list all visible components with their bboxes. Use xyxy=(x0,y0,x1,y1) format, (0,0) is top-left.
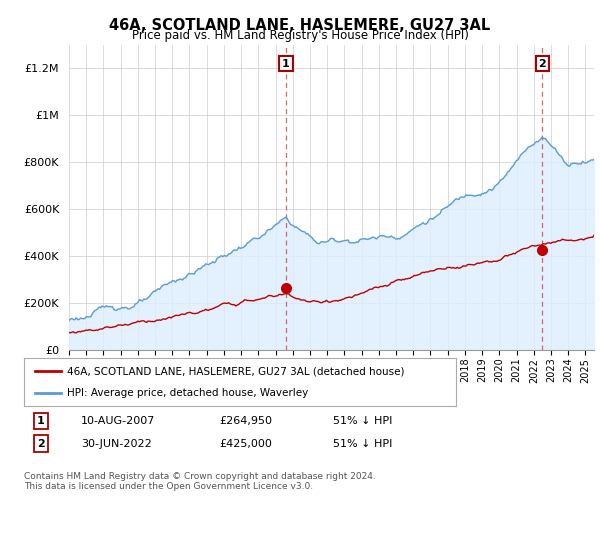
Text: 2: 2 xyxy=(37,438,44,449)
Text: 46A, SCOTLAND LANE, HASLEMERE, GU27 3AL: 46A, SCOTLAND LANE, HASLEMERE, GU27 3AL xyxy=(109,18,491,33)
Text: 1: 1 xyxy=(282,59,290,68)
Text: Price paid vs. HM Land Registry's House Price Index (HPI): Price paid vs. HM Land Registry's House … xyxy=(131,29,469,42)
Text: 30-JUN-2022: 30-JUN-2022 xyxy=(81,438,152,449)
Text: 1: 1 xyxy=(37,416,44,426)
Text: 51% ↓ HPI: 51% ↓ HPI xyxy=(333,416,392,426)
Text: 2: 2 xyxy=(538,59,546,68)
Text: 10-AUG-2007: 10-AUG-2007 xyxy=(81,416,155,426)
Text: £264,950: £264,950 xyxy=(219,416,272,426)
Text: Contains HM Land Registry data © Crown copyright and database right 2024.
This d: Contains HM Land Registry data © Crown c… xyxy=(24,472,376,491)
Text: 46A, SCOTLAND LANE, HASLEMERE, GU27 3AL (detached house): 46A, SCOTLAND LANE, HASLEMERE, GU27 3AL … xyxy=(67,366,404,376)
Text: HPI: Average price, detached house, Waverley: HPI: Average price, detached house, Wave… xyxy=(67,388,308,398)
Text: £425,000: £425,000 xyxy=(219,438,272,449)
Text: 51% ↓ HPI: 51% ↓ HPI xyxy=(333,438,392,449)
